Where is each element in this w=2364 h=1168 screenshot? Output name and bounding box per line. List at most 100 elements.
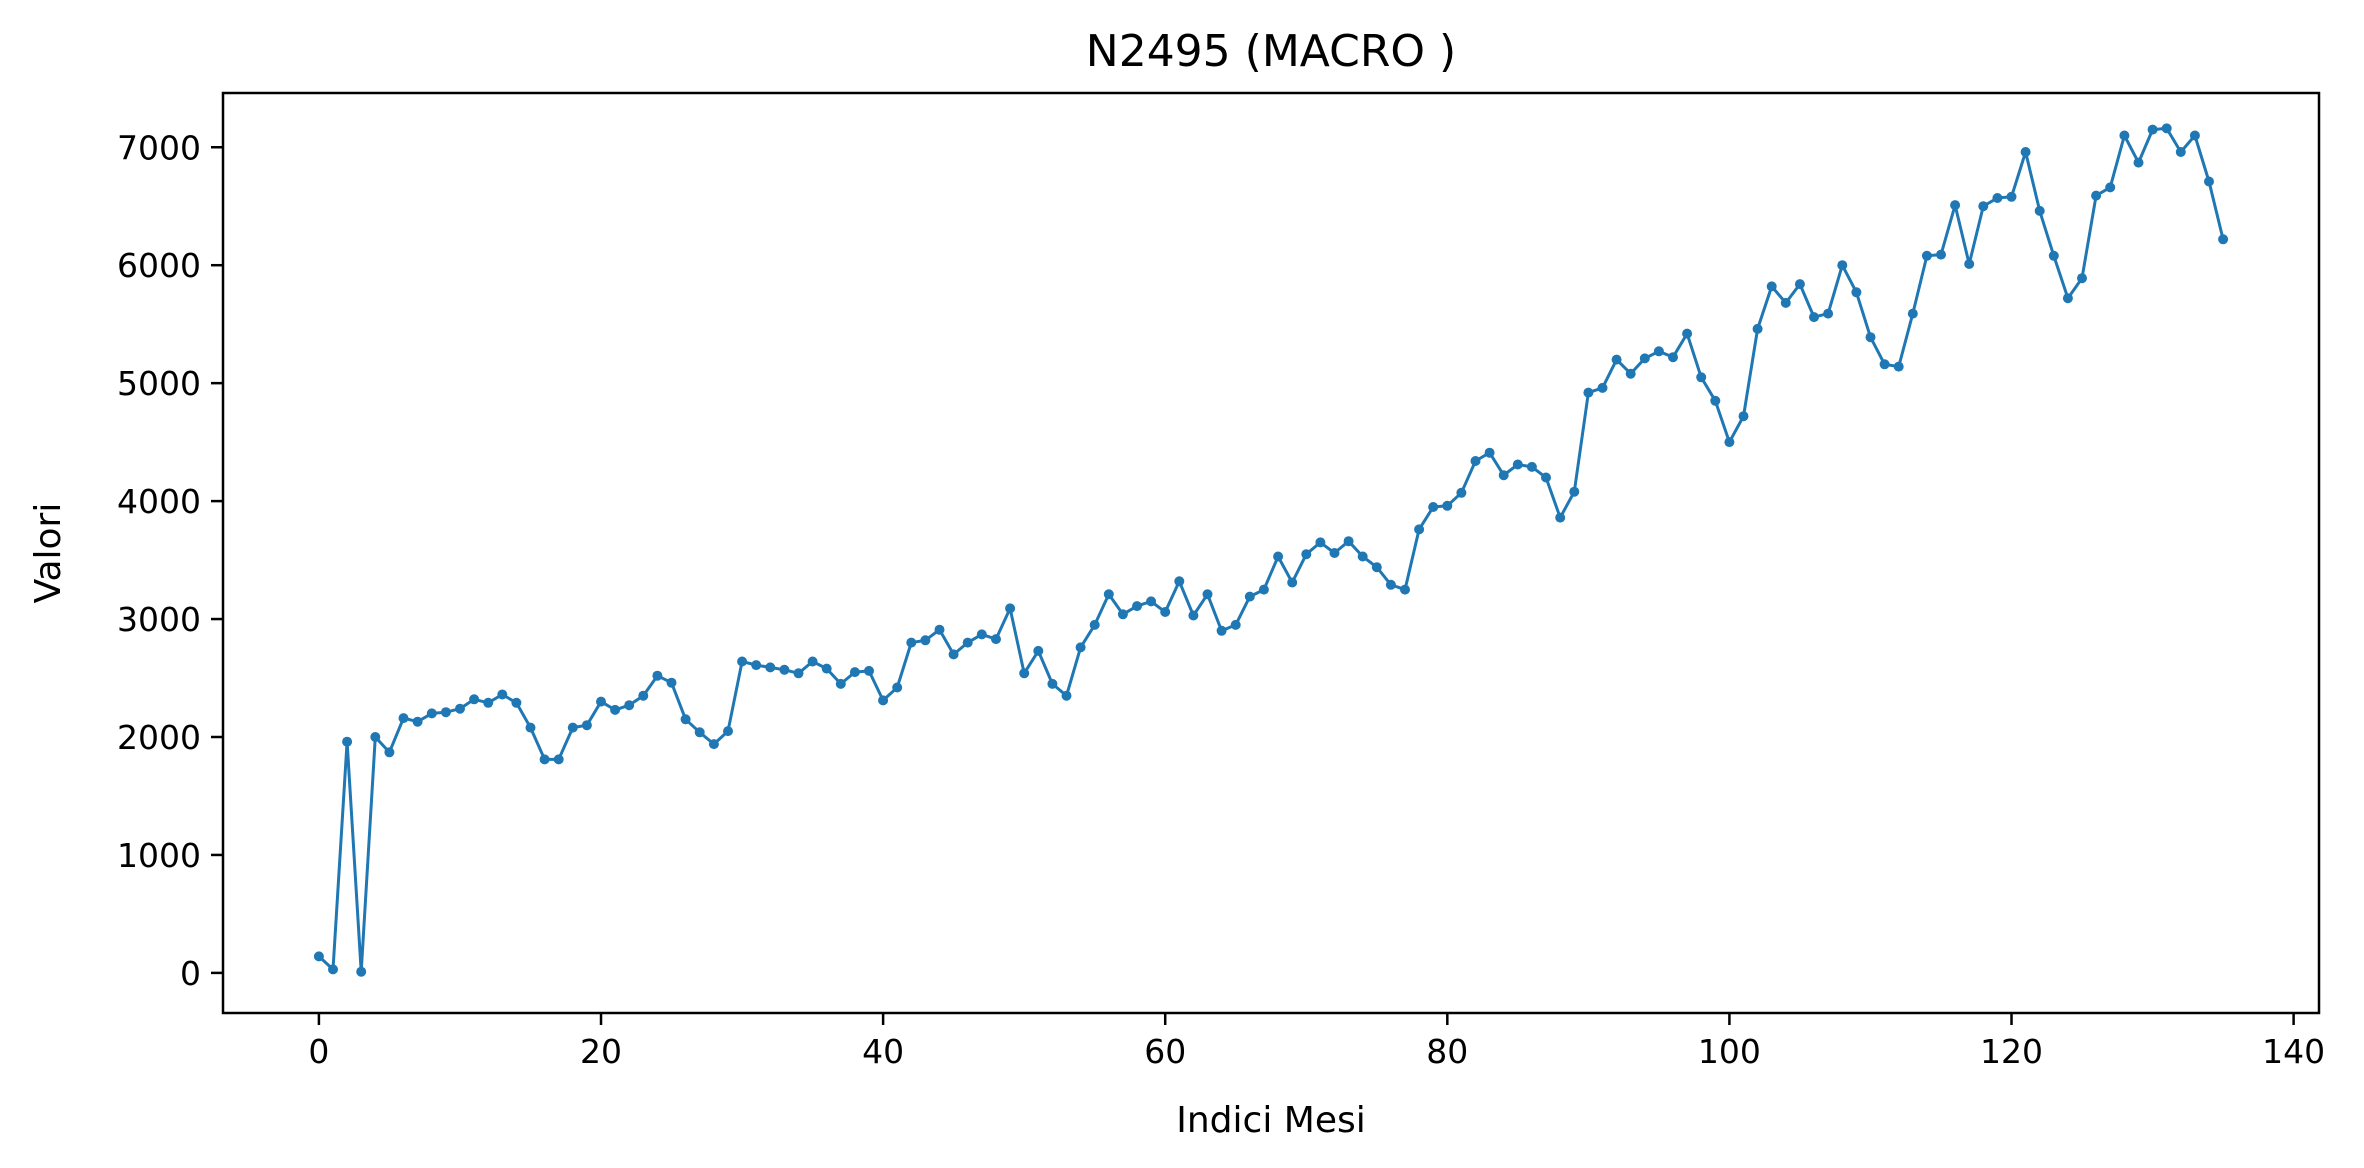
data-point (1682, 328, 1693, 339)
series-line (317, 126, 2225, 974)
data-point (2218, 234, 2229, 245)
plot-frame (221, 91, 2321, 1015)
data-point (1103, 589, 1114, 600)
data-point (370, 732, 381, 742)
data-point (1244, 591, 1255, 602)
data-point (638, 690, 649, 701)
data-point (539, 754, 550, 765)
x-tick-label: 100 (1698, 1032, 1761, 1071)
data-point (666, 677, 677, 688)
data-point (1907, 308, 1918, 319)
data-point (1921, 250, 1932, 261)
data-point (694, 727, 705, 738)
data-point (483, 697, 494, 708)
data-point (892, 682, 903, 693)
x-tick-label: 80 (1426, 1032, 1468, 1071)
x-axis-ticks: 0 20 40 60 80 100 120 140 (308, 1013, 2325, 1071)
x-tick-label: 60 (1144, 1032, 1186, 1071)
data-point (1400, 584, 1410, 595)
data-point (835, 678, 846, 689)
data-point (1470, 456, 1481, 466)
y-tick-label: 3000 (117, 600, 201, 639)
y-tick-label: 2000 (117, 718, 201, 757)
data-point (1146, 596, 1157, 607)
data-point (2204, 176, 2214, 187)
data-point (1287, 577, 1298, 588)
data-point (2105, 182, 2116, 193)
data-point (1357, 551, 1368, 562)
data-point (1569, 486, 1580, 497)
data-point (1188, 610, 1199, 621)
data-point (2091, 190, 2102, 201)
data-point (2048, 250, 2059, 261)
data-point (1653, 346, 1664, 357)
data-point (1371, 562, 1382, 573)
data-point (906, 637, 917, 648)
data-point (1258, 584, 1269, 595)
data-point (1625, 368, 1636, 379)
data-point (1724, 437, 1735, 448)
data-point (1075, 642, 1086, 653)
x-tick-label: 140 (2262, 1032, 2325, 1071)
x-tick-label: 0 (308, 1032, 329, 1071)
data-point (1117, 609, 1128, 620)
data-point (553, 754, 564, 765)
data-point (1837, 260, 1848, 271)
data-point (1385, 579, 1396, 590)
data-point (2147, 124, 2158, 135)
data-point (581, 720, 592, 731)
data-point (1639, 353, 1650, 364)
data-point (1597, 382, 1608, 393)
data-point (1823, 308, 1834, 319)
data-point (384, 747, 395, 758)
data-point (1273, 551, 1284, 562)
data-point (1216, 625, 1227, 636)
data-point (426, 708, 437, 719)
data-point (1865, 332, 1876, 343)
data-point (1089, 619, 1100, 630)
plot-area: 0 20 40 60 80 100 120 140 0 1000 2000 3000 4000 5000… (117, 91, 2325, 1071)
data-point (1668, 352, 1678, 363)
data-point (1950, 200, 1961, 211)
data-point (1047, 678, 1058, 689)
data-point (1978, 201, 1989, 212)
data-point (2062, 293, 2073, 304)
y-tick-label: 1000 (117, 836, 201, 875)
data-point (1541, 472, 1551, 483)
data-point (567, 722, 578, 733)
data-point (1005, 603, 1016, 614)
data-point (596, 696, 606, 707)
y-axis-label: Valori (28, 503, 69, 604)
data-point (1442, 500, 1453, 511)
y-tick-label: 5000 (117, 364, 201, 403)
data-point (1315, 537, 1326, 548)
data-point (398, 713, 409, 724)
data-point (1202, 589, 1213, 600)
data-point (511, 697, 522, 708)
data-point (680, 714, 691, 725)
data-point (793, 668, 804, 679)
y-tick-label: 0 (180, 954, 201, 993)
data-point (1555, 512, 1566, 523)
data-point (2077, 273, 2087, 284)
data-point (1696, 372, 1707, 383)
data-point (1019, 668, 1030, 679)
data-point (342, 736, 353, 747)
data-point (708, 739, 719, 750)
chart-title: N2495 (MACRO ) (1086, 26, 1456, 77)
data-point (455, 703, 465, 714)
data-point (313, 951, 324, 962)
data-series (313, 123, 2229, 977)
data-point (1611, 354, 1622, 365)
data-point (864, 665, 874, 676)
data-point (849, 667, 860, 678)
data-point (412, 716, 423, 727)
data-point (737, 656, 748, 667)
data-point (1809, 312, 1819, 323)
data-point (1893, 361, 1904, 372)
data-point (723, 726, 733, 737)
y-tick-label: 6000 (117, 246, 201, 285)
data-point (1710, 395, 1721, 406)
data-point (1160, 607, 1171, 617)
data-point (1526, 461, 1537, 472)
